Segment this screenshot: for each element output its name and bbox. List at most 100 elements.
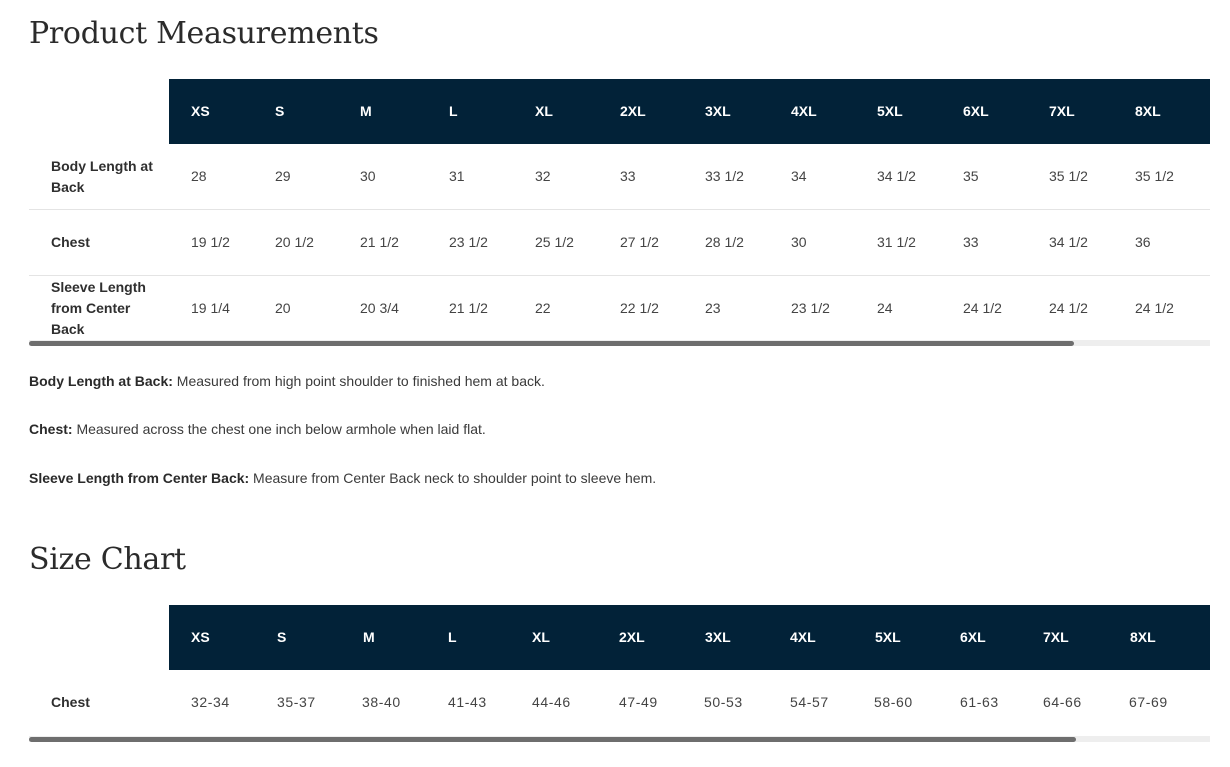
table-cell: 24 1/2 <box>1135 300 1174 316</box>
size-chart-header-background <box>169 605 1210 670</box>
table-cell: 23 <box>705 300 721 316</box>
table-cell: 38-40 <box>362 694 401 710</box>
size-header-8xl: 8XL <box>1130 629 1156 645</box>
table-cell: 28 1/2 <box>705 234 744 250</box>
size-header-6xl: 6XL <box>963 103 989 119</box>
table-cell: 31 <box>449 168 465 184</box>
size-header-2xl: 2XL <box>619 629 645 645</box>
note-term: Body Length at Back: <box>29 373 173 389</box>
size-header-2xl: 2XL <box>620 103 646 119</box>
size-header-3xl: 3XL <box>705 103 731 119</box>
table-row-chest-range: Chest 32-34 35-37 38-40 41-43 44-46 47-4… <box>29 670 1210 735</box>
table-cell: 29 <box>275 168 291 184</box>
size-header-xl: XL <box>532 629 550 645</box>
table-cell: 35 1/2 <box>1135 168 1174 184</box>
table-cell: 35 1/2 <box>1049 168 1088 184</box>
measurements-header-row: XS S M L XL 2XL 3XL 4XL 5XL 6XL 7XL 8XL <box>29 79 1210 144</box>
table-cell: 67-69 <box>1129 694 1168 710</box>
size-header-l: L <box>449 103 458 119</box>
size-header-3xl: 3XL <box>705 629 731 645</box>
note-text: Measured from high point shoulder to fin… <box>172 373 545 389</box>
table-cell: 23 1/2 <box>449 234 488 250</box>
note-chest: Chest: Measured across the chest one inc… <box>29 421 486 437</box>
table-cell: 35-37 <box>277 694 316 710</box>
size-header-l: L <box>448 629 457 645</box>
table-row-sleeve-length: Sleeve Length from Center Back 19 1/4 20… <box>29 276 1210 341</box>
table-cell: 24 1/2 <box>1049 300 1088 316</box>
measurements-header-background <box>169 79 1210 144</box>
table-cell: 34 <box>791 168 807 184</box>
table-cell: 19 1/4 <box>191 300 230 316</box>
table-cell: 22 1/2 <box>620 300 659 316</box>
table-cell: 41-43 <box>448 694 487 710</box>
table-cell: 22 <box>535 300 551 316</box>
size-header-7xl: 7XL <box>1049 103 1075 119</box>
table-cell: 47-49 <box>619 694 658 710</box>
size-header-8xl: 8XL <box>1135 103 1161 119</box>
table-cell: 20 3/4 <box>360 300 399 316</box>
table-cell: 34 1/2 <box>1049 234 1088 250</box>
size-chart-table: XS S M L XL 2XL 3XL 4XL 5XL 6XL 7XL 8XL … <box>29 605 1210 735</box>
size-header-m: M <box>363 629 375 645</box>
table-cell: 23 1/2 <box>791 300 830 316</box>
table-cell: 50-53 <box>704 694 743 710</box>
row-label-body-length: Body Length at Back <box>51 157 153 195</box>
table-cell: 25 1/2 <box>535 234 574 250</box>
size-header-s: S <box>277 629 287 645</box>
table-cell: 54-57 <box>790 694 829 710</box>
table-cell: 27 1/2 <box>620 234 659 250</box>
measurements-title: Product Measurements <box>29 16 379 51</box>
note-text: Measure from Center Back neck to shoulde… <box>249 470 657 486</box>
table-cell: 33 <box>963 234 979 250</box>
table-cell: 24 1/2 <box>963 300 1002 316</box>
row-label-chest: Chest <box>51 694 90 710</box>
table-cell: 33 <box>620 168 636 184</box>
table-cell: 21 1/2 <box>360 234 399 250</box>
table-cell: 33 1/2 <box>705 168 744 184</box>
measurements-table: XS S M L XL 2XL 3XL 4XL 5XL 6XL 7XL 8XL … <box>29 79 1210 341</box>
size-chart-header-row: XS S M L XL 2XL 3XL 4XL 5XL 6XL 7XL 8XL <box>29 605 1210 670</box>
table-cell: 36 <box>1135 234 1151 250</box>
table-cell: 32 <box>535 168 551 184</box>
table-cell: 34 1/2 <box>877 168 916 184</box>
size-header-5xl: 5XL <box>875 629 901 645</box>
table-cell: 32-34 <box>191 694 230 710</box>
size-header-xs: XS <box>191 103 210 119</box>
note-body-length: Body Length at Back: Measured from high … <box>29 373 545 389</box>
measurements-table-scrollbar[interactable] <box>29 340 1210 346</box>
size-header-7xl: 7XL <box>1043 629 1069 645</box>
table-cell: 35 <box>963 168 979 184</box>
table-cell: 21 1/2 <box>449 300 488 316</box>
table-cell: 64-66 <box>1043 694 1082 710</box>
size-chart-title: Size Chart <box>29 542 186 577</box>
size-chart-table-scrollbar[interactable] <box>29 736 1210 742</box>
note-term: Chest: <box>29 421 73 437</box>
table-cell: 31 1/2 <box>877 234 916 250</box>
size-header-xs: XS <box>191 629 210 645</box>
scrollbar-thumb[interactable] <box>29 737 1076 742</box>
table-cell: 24 <box>877 300 893 316</box>
note-text: Measured across the chest one inch below… <box>72 421 486 437</box>
note-sleeve-length: Sleeve Length from Center Back: Measure … <box>29 470 656 486</box>
note-term: Sleeve Length from Center Back: <box>29 470 250 486</box>
size-header-6xl: 6XL <box>960 629 986 645</box>
table-cell: 20 <box>275 300 291 316</box>
table-cell: 19 1/2 <box>191 234 230 250</box>
table-cell: 30 <box>360 168 376 184</box>
table-cell: 44-46 <box>532 694 571 710</box>
size-header-xl: XL <box>535 103 553 119</box>
table-cell: 61-63 <box>960 694 999 710</box>
table-cell: 20 1/2 <box>275 234 314 250</box>
table-cell: 58-60 <box>874 694 913 710</box>
table-row-body-length: Body Length at Back 28 29 30 31 32 33 33… <box>29 144 1210 210</box>
table-cell: 30 <box>791 234 807 250</box>
size-header-m: M <box>360 103 372 119</box>
size-header-4xl: 4XL <box>790 629 816 645</box>
size-header-5xl: 5XL <box>877 103 903 119</box>
table-row-chest: Chest 19 1/2 20 1/2 21 1/2 23 1/2 25 1/2… <box>29 210 1210 276</box>
table-cell: 28 <box>191 168 207 184</box>
size-header-s: S <box>275 103 285 119</box>
size-header-4xl: 4XL <box>791 103 817 119</box>
scrollbar-thumb[interactable] <box>29 341 1074 346</box>
row-label-sleeve-length: Sleeve Length from Center Back <box>51 279 146 337</box>
